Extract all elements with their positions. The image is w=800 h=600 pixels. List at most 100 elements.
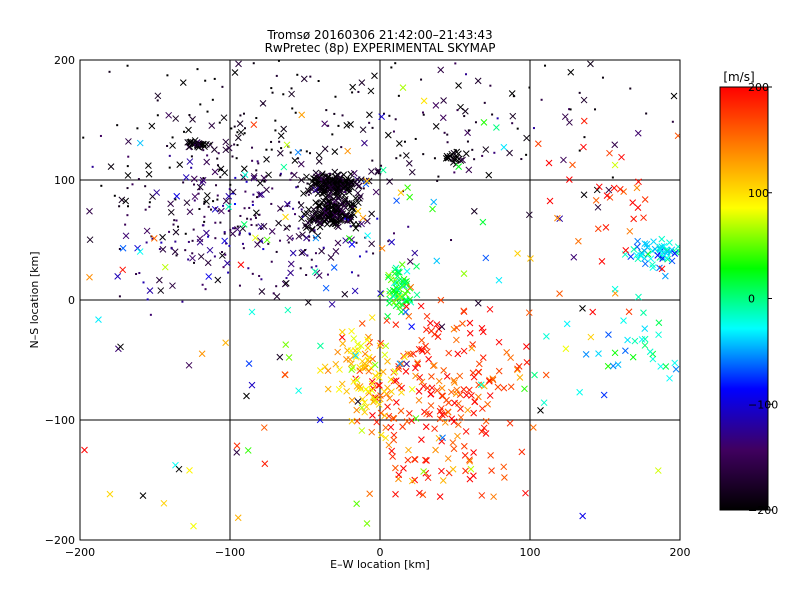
data-point-x xyxy=(261,460,269,468)
data-point-x xyxy=(344,215,352,222)
data-point-x xyxy=(373,418,381,426)
data-point-x xyxy=(321,145,329,153)
data-point-x xyxy=(220,114,228,122)
data-point-x xyxy=(122,232,130,240)
data-point-x xyxy=(411,249,419,257)
data-point-dot xyxy=(221,85,224,88)
data-point-dot xyxy=(91,165,94,168)
data-point-dot xyxy=(222,204,225,207)
data-point-dot xyxy=(437,175,440,178)
data-point-x xyxy=(231,69,239,76)
data-point-dot xyxy=(270,202,273,205)
data-point-x xyxy=(525,211,533,219)
data-point-x xyxy=(671,359,679,367)
data-point-x xyxy=(668,246,676,254)
data-point-x xyxy=(627,253,635,260)
data-point-dot xyxy=(212,200,215,203)
data-point-dot xyxy=(258,213,261,216)
data-point-dot xyxy=(174,198,177,201)
data-point-x xyxy=(122,197,130,205)
data-point-x xyxy=(221,237,229,245)
data-point-x xyxy=(308,226,316,234)
data-point-x xyxy=(291,157,299,164)
data-point-x xyxy=(413,263,420,270)
data-point-x xyxy=(562,345,570,353)
data-point-x xyxy=(392,464,399,472)
data-point-x xyxy=(280,125,288,133)
data-point-x xyxy=(184,138,192,146)
data-point-dot xyxy=(197,192,200,195)
data-point-dot xyxy=(244,127,247,130)
data-point-dot xyxy=(233,203,236,206)
data-point-dot xyxy=(327,124,330,127)
data-point-x xyxy=(495,367,503,375)
data-point-x xyxy=(326,192,334,200)
data-point-x xyxy=(263,186,270,194)
data-point-dot xyxy=(329,191,332,194)
data-point-x xyxy=(478,492,486,499)
data-point-x xyxy=(171,248,179,256)
data-point-x xyxy=(354,341,362,348)
data-point-dot xyxy=(279,174,282,177)
data-point-x xyxy=(354,189,362,197)
data-point-x xyxy=(459,320,466,327)
data-point-x xyxy=(451,399,458,407)
data-point-dot xyxy=(246,217,249,220)
x-tick-label: 200 xyxy=(670,546,691,559)
data-point-x xyxy=(460,442,468,450)
data-point-x xyxy=(295,387,302,395)
data-point-dot xyxy=(193,261,196,264)
data-point-x xyxy=(331,198,338,206)
data-point-x xyxy=(402,152,410,159)
data-point-dot xyxy=(242,112,245,115)
data-point-x xyxy=(433,387,441,394)
data-point-x xyxy=(635,178,642,186)
data-point-dot xyxy=(394,62,397,65)
data-point-dot xyxy=(216,164,219,167)
data-point-dot xyxy=(232,227,235,230)
data-point-x xyxy=(282,279,290,287)
data-point-dot xyxy=(156,99,159,102)
data-point-x xyxy=(531,371,538,379)
data-point-x xyxy=(256,179,264,187)
data-point-x xyxy=(609,362,617,370)
data-point-dot xyxy=(645,112,648,115)
data-point-dot xyxy=(320,178,323,181)
data-point-x xyxy=(614,361,622,368)
data-point-x xyxy=(324,213,332,221)
data-point-x xyxy=(471,398,479,406)
data-point-x xyxy=(455,82,462,89)
data-point-x xyxy=(641,196,649,203)
data-point-x xyxy=(438,384,446,392)
data-point-x xyxy=(634,204,642,211)
data-point-x xyxy=(633,243,641,251)
data-point-x xyxy=(453,324,461,332)
data-point-x xyxy=(384,313,392,320)
data-point-dot xyxy=(251,146,254,149)
data-point-dot xyxy=(453,171,456,174)
data-point-x xyxy=(641,240,649,247)
data-point-x xyxy=(280,163,288,171)
data-point-x xyxy=(464,406,472,414)
data-point-x xyxy=(587,333,595,341)
data-point-x xyxy=(460,347,468,355)
data-point-x xyxy=(482,430,490,437)
data-point-x xyxy=(460,307,468,315)
data-point-dot xyxy=(190,155,193,158)
data-point-x xyxy=(211,168,219,176)
data-point-dot xyxy=(187,240,190,243)
data-point-x xyxy=(312,186,319,194)
data-point-x xyxy=(443,373,451,380)
data-point-dot xyxy=(355,241,358,244)
data-point-x xyxy=(117,343,124,351)
data-point-x xyxy=(401,353,408,361)
data-point-dot xyxy=(305,273,308,276)
data-point-dot xyxy=(611,176,614,179)
data-point-x xyxy=(352,352,360,359)
data-point-dot xyxy=(229,228,232,231)
data-point-x xyxy=(312,234,320,242)
data-point-x xyxy=(243,392,250,400)
data-point-dot xyxy=(223,232,226,235)
data-point-dot xyxy=(397,94,400,97)
data-point-dot xyxy=(150,235,153,238)
